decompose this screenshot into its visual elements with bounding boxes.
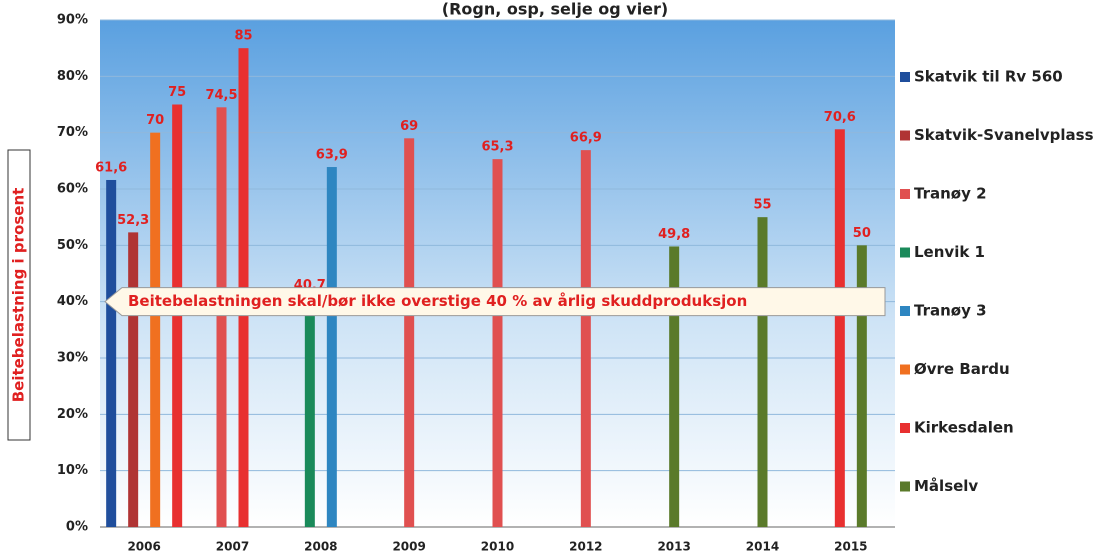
legend-label: Lenvik 1 (914, 243, 985, 261)
x-tick-label: 2013 (657, 540, 690, 554)
value-label: 61,6 (95, 160, 127, 175)
bar (856, 245, 867, 528)
value-label: 63,9 (316, 148, 348, 163)
value-label: 74,5 (205, 88, 237, 103)
bar (216, 107, 227, 528)
bar (669, 246, 680, 527)
legend-swatch (900, 364, 910, 375)
y-tick-label: 40% (57, 294, 88, 309)
value-label: 69 (400, 119, 418, 134)
y-tick-label: 0% (66, 520, 88, 535)
x-tick-label: 2012 (569, 540, 602, 554)
ylabel-box (7, 149, 31, 441)
value-label: 70,6 (824, 110, 856, 125)
legend-label: Målselv (914, 477, 978, 495)
y-tick-label: 50% (57, 238, 88, 253)
value-label: 49,8 (658, 227, 690, 242)
x-tick-label: 2014 (746, 540, 779, 554)
x-tick-label: 2010 (481, 540, 514, 554)
legend-swatch (900, 306, 910, 316)
legend-swatch (900, 189, 910, 199)
y-tick-label: 70% (57, 125, 88, 140)
legend-label: Kirkesdalen (914, 419, 1014, 437)
x-tick-label: 2007 (216, 540, 249, 554)
bar (304, 297, 315, 527)
bar (128, 232, 139, 528)
value-label: 75 (168, 85, 186, 100)
value-label: 66,9 (570, 131, 602, 146)
legend-label: Tranøy 3 (914, 302, 987, 320)
annotation-arrow (104, 287, 886, 317)
x-tick-label: 2006 (127, 540, 160, 554)
legend-swatch (900, 423, 910, 433)
legend-swatch (900, 247, 910, 258)
value-label: 65,3 (481, 140, 513, 155)
bar (757, 217, 768, 527)
y-tick-label: 10% (57, 463, 88, 478)
legend-label: Tranøy 2 (914, 185, 987, 203)
value-label: 70 (146, 113, 164, 128)
bar (834, 129, 845, 527)
legend-label: Skatvik-Svanelvplass (914, 126, 1094, 144)
y-tick-label: 90% (57, 13, 88, 28)
y-tick-label: 80% (57, 69, 88, 84)
value-label: 50 (853, 226, 871, 241)
bar (326, 167, 337, 527)
y-tick-label: 60% (57, 182, 88, 197)
bar (150, 132, 161, 527)
y-axis-label: Beitebelastning i prosent (10, 188, 28, 403)
value-label: 52,3 (117, 213, 149, 228)
x-tick-label: 2008 (304, 540, 337, 554)
legend-swatch (900, 130, 910, 141)
y-tick-label: 20% (57, 407, 88, 422)
y-tick-label: 30% (57, 351, 88, 366)
annotation: Beitebelastningen skal/bør ikke overstig… (128, 292, 747, 310)
legend-label: Skatvik til Rv 560 (914, 68, 1063, 86)
legend-swatch (900, 481, 910, 492)
legend-swatch (900, 72, 910, 82)
chart-subtitle: (Rogn, osp, selje og vier) (442, 0, 668, 19)
value-label: 85 (234, 29, 252, 44)
x-tick-label: 2009 (392, 540, 425, 554)
bar (580, 150, 591, 527)
bar (404, 138, 415, 528)
bar (106, 179, 117, 527)
bar (492, 159, 503, 528)
legend-label: Øvre Bardu (914, 360, 1010, 378)
x-tick-label: 2015 (834, 540, 867, 554)
value-label: 55 (753, 198, 771, 213)
